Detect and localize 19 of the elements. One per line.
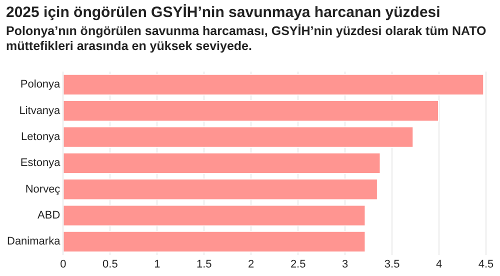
y-tick-label: ABD	[38, 210, 60, 222]
y-tick-label: Norveç	[25, 183, 61, 196]
chart-title: 2025 için öngörülen GSYİH’nin savunmaya harcanan yüzdesi	[6, 4, 442, 21]
x-tick-label: 1.5	[196, 258, 212, 270]
y-tick-label: Estonya	[20, 157, 62, 170]
y-tick-label: Litvanya	[19, 104, 62, 117]
x-tick-label: 0.5	[102, 258, 118, 270]
y-tick-label: Letonya	[21, 131, 62, 144]
chart-subtitle: Polonya’nın öngörülen savunma harcaması, GSYİH’nin yüzdesi olarak tüm NATO müttefikleri arasında en yüksek seviyede.	[6, 24, 488, 54]
x-tick-label: 2.5	[290, 258, 306, 270]
x-tick-label: 3	[342, 258, 348, 270]
x-tick-label: 0	[60, 258, 66, 270]
y-tick-label: Polonya	[20, 78, 62, 91]
x-tick-label: 4	[436, 258, 442, 270]
y-tick-label: Danimarka	[6, 236, 62, 248]
x-tick-label: 1	[154, 258, 160, 270]
x-tick-label: 3.5	[384, 258, 400, 270]
x-tick-label: 2	[248, 258, 254, 270]
x-tick-label: 4.5	[478, 258, 494, 270]
